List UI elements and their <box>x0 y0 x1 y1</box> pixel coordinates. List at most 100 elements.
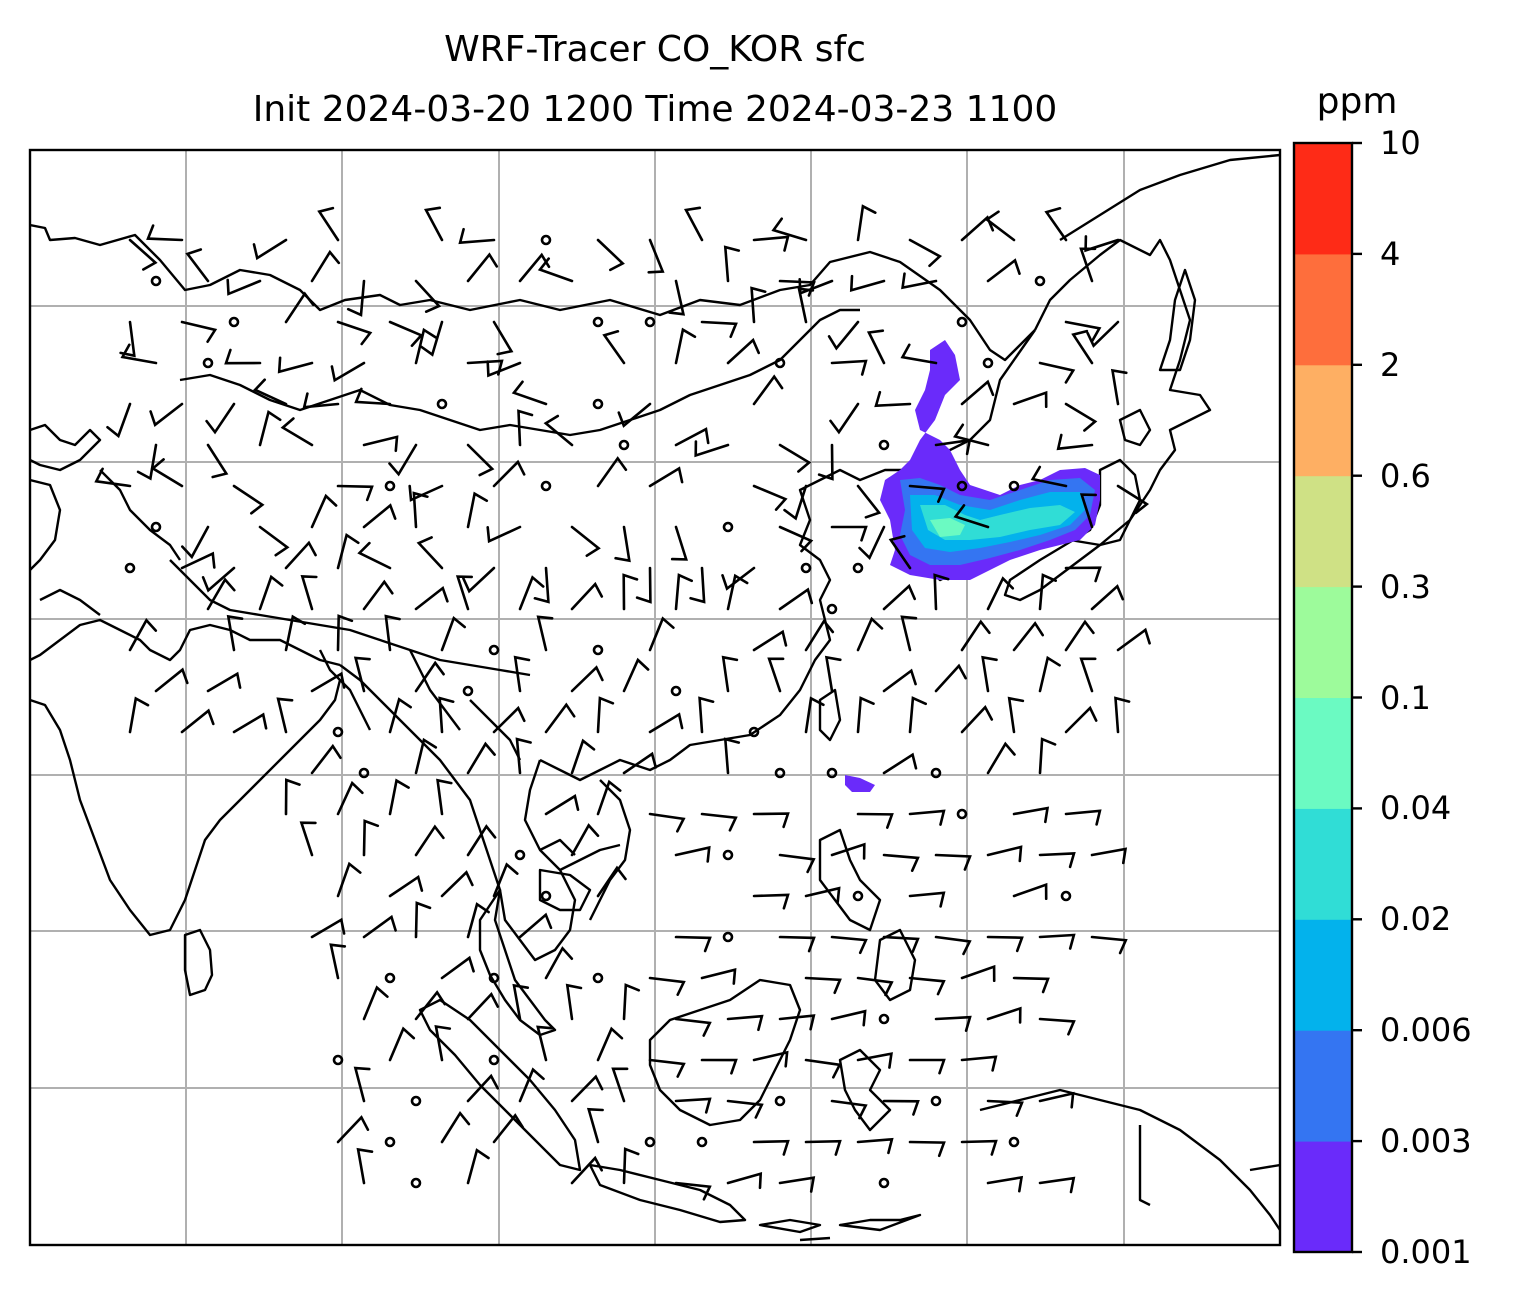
wind-barb <box>388 1026 416 1062</box>
wind-barb-calm <box>124 562 136 574</box>
wind-barb <box>674 1097 712 1114</box>
wind-barb-calm <box>592 644 604 656</box>
wind-barb <box>856 812 894 829</box>
wind-barb <box>778 1176 816 1193</box>
wind-barb-calm <box>618 439 630 451</box>
wind-barb <box>458 227 496 245</box>
wind-barb <box>648 1058 686 1078</box>
wind-barb <box>414 737 438 775</box>
wind-barb <box>570 1155 603 1185</box>
wind-barb <box>689 566 706 604</box>
wind-barb <box>1030 465 1068 488</box>
wind-barb-calm <box>462 685 474 697</box>
wind-barb <box>901 272 938 290</box>
wind-barb <box>511 380 548 406</box>
wind-barb <box>336 861 362 898</box>
wind-barb-calm <box>878 439 890 451</box>
wind-barb <box>986 258 1021 283</box>
wind-barb <box>648 616 675 652</box>
map-frame <box>28 148 1282 1247</box>
wind-barb <box>544 946 574 980</box>
wind-barb-calm <box>150 275 162 287</box>
wind-barb <box>284 540 317 570</box>
wind-barb-calm <box>592 398 604 410</box>
wind-barb <box>960 619 991 652</box>
wind-barb <box>596 1026 624 1062</box>
wind-barb <box>518 912 553 939</box>
wind-barb-calm <box>540 890 552 902</box>
wind-barb <box>674 1017 712 1037</box>
wind-barb-calm <box>384 972 396 984</box>
wind-barb <box>284 291 315 324</box>
wind-barb <box>434 1024 452 1062</box>
wind-barb <box>336 1115 370 1144</box>
wind-barb <box>258 410 282 447</box>
wind-barb <box>953 423 990 447</box>
wind-barb-calm <box>956 808 968 820</box>
wind-barb <box>674 1181 712 1201</box>
wind-barb <box>1038 1176 1076 1194</box>
wind-barb <box>602 330 626 365</box>
wind-barb <box>570 738 596 775</box>
wind-barb <box>723 245 741 283</box>
wind-barb <box>908 1140 946 1158</box>
wind-barb <box>388 778 410 816</box>
wind-barb-calm <box>774 357 786 369</box>
wind-barb <box>882 1099 920 1116</box>
wind-barb <box>466 491 489 529</box>
wind-barb <box>1012 806 1050 824</box>
wind-barb <box>908 484 946 503</box>
wind-barb <box>596 865 627 898</box>
wind-barb <box>1038 1017 1076 1036</box>
wind-barb <box>226 278 262 296</box>
wind-barb <box>752 1050 789 1068</box>
wind-barb-calm <box>956 316 968 328</box>
wind-barb <box>622 751 658 775</box>
wind-barb <box>804 618 835 652</box>
wind-barb <box>960 704 994 734</box>
wind-barb <box>752 1139 790 1156</box>
wind-barb-calm <box>410 1177 422 1189</box>
wind-barb-calm <box>488 1054 500 1066</box>
wind-barb <box>136 443 158 481</box>
wind-barb-calm <box>982 357 994 369</box>
wind-barb <box>778 525 814 553</box>
wind-barb <box>336 533 360 570</box>
wind-barb-calm <box>540 234 552 246</box>
colorbar-swatch <box>1294 1030 1352 1142</box>
wind-barb <box>180 708 215 734</box>
wind-barb <box>543 414 574 447</box>
wind-barb <box>908 696 927 734</box>
wind-barb <box>570 525 601 557</box>
wind-barb <box>1079 247 1097 283</box>
wind-barb <box>986 1006 1022 1024</box>
wind-barb <box>726 1014 764 1032</box>
wind-barb <box>856 616 884 652</box>
wind-barb <box>414 990 446 1021</box>
wind-barb <box>752 812 790 829</box>
wind-barb <box>622 1147 640 1185</box>
map-subtitle: Init 2024-03-20 1200 Time 2024-03-23 110… <box>252 89 1058 130</box>
wind-barb <box>726 1099 764 1119</box>
wind-barb-calm <box>852 890 864 902</box>
wind-barb <box>830 1099 868 1120</box>
wind-barb <box>317 206 340 242</box>
wind-barb <box>1007 696 1025 734</box>
wind-barb <box>647 238 665 274</box>
wind-barb <box>440 955 475 980</box>
wind-barb <box>674 573 693 611</box>
wind-barb <box>783 484 808 521</box>
wind-barb <box>986 845 1023 863</box>
wind-barb <box>1038 361 1076 384</box>
wind-barb <box>934 853 972 871</box>
wind-barb <box>622 983 641 1021</box>
wind-barb <box>106 402 132 439</box>
wind-barb <box>960 215 995 242</box>
wind-barb <box>1064 320 1102 342</box>
wind-barb <box>455 575 473 611</box>
wind-barb <box>830 1009 867 1027</box>
wind-barb <box>258 574 284 611</box>
colorbar-unit-label: ppm <box>1316 81 1398 122</box>
wind-barb <box>486 525 522 544</box>
